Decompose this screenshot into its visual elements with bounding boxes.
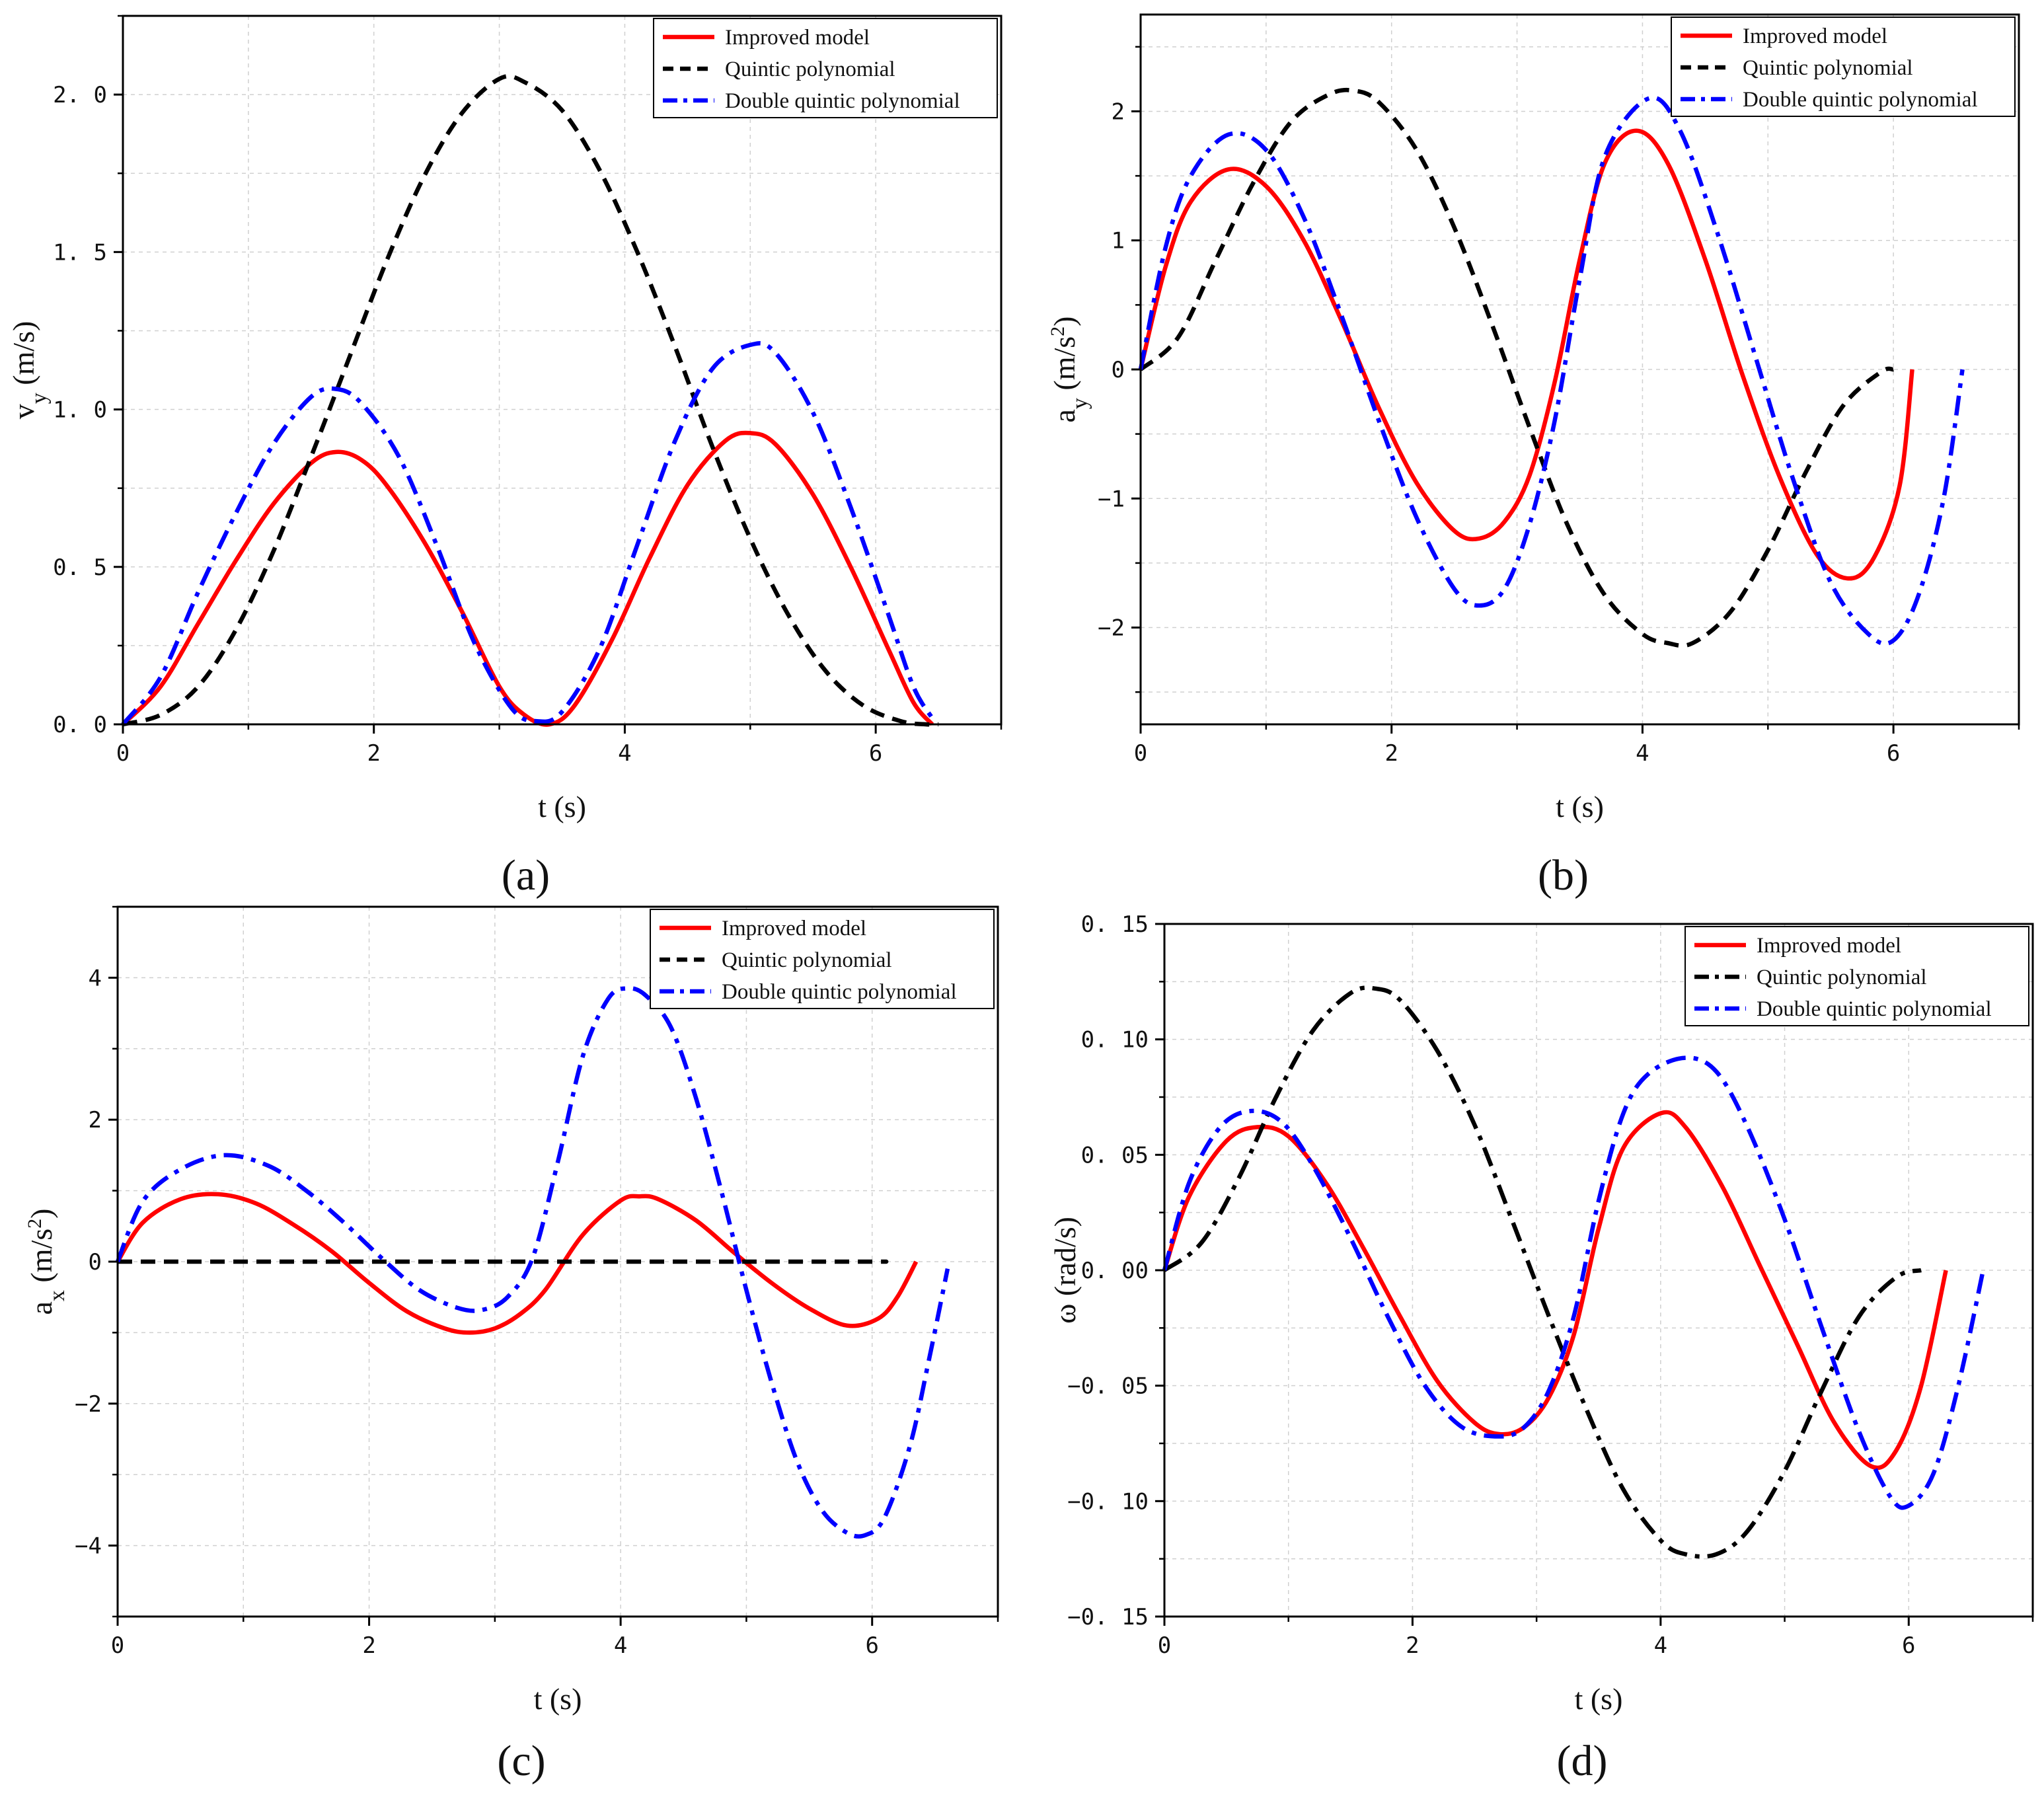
series-line-double-quintic-polynomial [115, 986, 950, 1539]
panel-caption: (d) [1557, 1737, 1608, 1785]
x-tick-label: 2 [362, 1632, 375, 1659]
legend: Improved model Quintic polynomial Double q… [650, 909, 995, 1009]
y-tick-label: 0. 05 [1081, 1142, 1149, 1168]
panel-caption: (a) [502, 851, 550, 899]
y-tick-label: 2 [89, 1107, 102, 1133]
y-tick-label: 2 [1112, 98, 1125, 125]
legend-label-double-quintic-polynomial: Double quintic polynomial [722, 980, 957, 1004]
y-axis-label: ω (rad/s) [1048, 1217, 1082, 1324]
y-tick-label: −0. 10 [1067, 1488, 1149, 1515]
x-axis-label: t (s) [1556, 790, 1604, 823]
legend-label-double-quintic-polynomial: Double quintic polynomial [1743, 88, 1978, 112]
legend-label-quintic-polynomial: Quintic polynomial [725, 57, 895, 81]
y-axis-label: vy (m/s) [7, 321, 52, 420]
y-tick-label: 0 [89, 1249, 102, 1276]
chart-panel-b: 0 2 4 6 −2 −1 0 1 2 t (s) ay (m/s2) Improved model Q… [1047, 13, 2020, 899]
x-tick-label: 4 [614, 1632, 627, 1659]
panel-caption: (b) [1538, 851, 1589, 899]
x-tick-label: 2 [1406, 1632, 1419, 1659]
legend-label-quintic-polynomial: Quintic polynomial [722, 948, 892, 972]
x-tick-label: 0 [1134, 740, 1147, 767]
y-tick-label: −0. 15 [1067, 1604, 1149, 1630]
chart-panel-a: 0 2 4 6 0. 0 0. 5 1. 0 1. 5 2. 0 t (s) vy (m/s) Imp… [7, 15, 1003, 899]
chart-panel-d: 0 2 4 6 −0. 15 −0. 10 −0. 05 0. 00 0. 05 0. 10 0. … [1048, 911, 2034, 1785]
legend-label-double-quintic-polynomial: Double quintic polynomial [725, 89, 960, 113]
x-tick-label: 4 [1636, 740, 1649, 767]
legend-label-improved-model: Improved model [1757, 934, 1901, 958]
legend-label-quintic-polynomial: Quintic polynomial [1757, 966, 1927, 989]
legend-label-improved-model: Improved model [722, 917, 866, 940]
legend: Improved model Quintic polynomial Double q… [1671, 17, 2016, 117]
y-axis-label: ay (m/s2) [1047, 316, 1092, 422]
series-line-quintic-polynomial [122, 73, 939, 727]
legend-label-improved-model: Improved model [1743, 24, 1887, 48]
grid-lines [122, 15, 1002, 725]
y-tick-label: 4 [89, 965, 102, 991]
x-tick-label: 2 [367, 740, 380, 767]
y-tick-label: −2 [75, 1391, 102, 1418]
y-tick-label: −4 [75, 1533, 102, 1560]
series-line-quintic-polynomial [1139, 87, 1894, 648]
x-tick-label: 0 [116, 740, 130, 767]
chart-panel-c: 0 2 4 6 −4 −2 0 2 4 t (s) ax (m/s2) Improved model Q… [24, 905, 999, 1785]
y-tick-label: 0. 00 [1081, 1258, 1149, 1284]
y-tick-label: 0 [1112, 357, 1125, 383]
y-axis-label: ax (m/s2) [24, 1208, 69, 1315]
x-tick-label: 0 [111, 1632, 124, 1659]
series-line-improved-model [116, 1192, 919, 1335]
y-tick-label: 1 [1112, 228, 1125, 254]
legend-box [1671, 17, 2016, 117]
y-tick-label: 2. 0 [53, 82, 107, 108]
y-tick-label: −1 [1098, 486, 1125, 512]
legend: Improved model Quintic polynomial Double q… [1684, 926, 2029, 1026]
y-tick-label: 0. 0 [53, 712, 107, 738]
legend-label-double-quintic-polynomial: Double quintic polynomial [1757, 997, 1992, 1021]
legend-label-quintic-polynomial: Quintic polynomial [1743, 56, 1913, 80]
y-tick-label: 1. 0 [53, 397, 107, 424]
plot-frame [122, 15, 1003, 726]
x-tick-label: 0 [1158, 1632, 1171, 1659]
x-axis-label: t (s) [538, 790, 586, 823]
series-line-improved-model [1162, 1110, 1948, 1470]
x-tick-label: 6 [865, 1632, 878, 1659]
legend: Improved model Quintic polynomial Double q… [653, 18, 998, 118]
legend-label-improved-model: Improved model [725, 26, 870, 50]
y-tick-label: 1. 5 [53, 239, 107, 266]
x-axis-label: t (s) [534, 1682, 582, 1716]
series-line-double-quintic-polynomial [1162, 1055, 1986, 1510]
x-tick-label: 4 [618, 740, 631, 767]
grid-lines [1164, 923, 2033, 1617]
x-tick-label: 6 [1887, 740, 1900, 767]
series-line-improved-model [121, 430, 934, 727]
y-tick-label: 0. 15 [1081, 911, 1149, 938]
x-tick-label: 6 [869, 740, 882, 767]
y-tick-label: −0. 05 [1067, 1373, 1149, 1400]
y-tick-label: 0. 10 [1081, 1027, 1149, 1053]
series-line-double-quintic-polynomial [1138, 95, 1965, 646]
x-tick-label: 4 [1654, 1632, 1667, 1659]
series-line-double-quintic-polynomial [121, 341, 934, 726]
y-tick-label: −2 [1098, 615, 1125, 642]
x-tick-label: 2 [1384, 740, 1398, 767]
series-line-improved-model [1138, 128, 1914, 581]
panel-caption: (c) [497, 1737, 545, 1785]
series-line-quintic-polynomial [1163, 985, 1922, 1559]
x-axis-label: t (s) [1575, 1682, 1623, 1716]
y-tick-label: 0. 5 [53, 554, 107, 581]
x-tick-label: 6 [1902, 1632, 1915, 1659]
